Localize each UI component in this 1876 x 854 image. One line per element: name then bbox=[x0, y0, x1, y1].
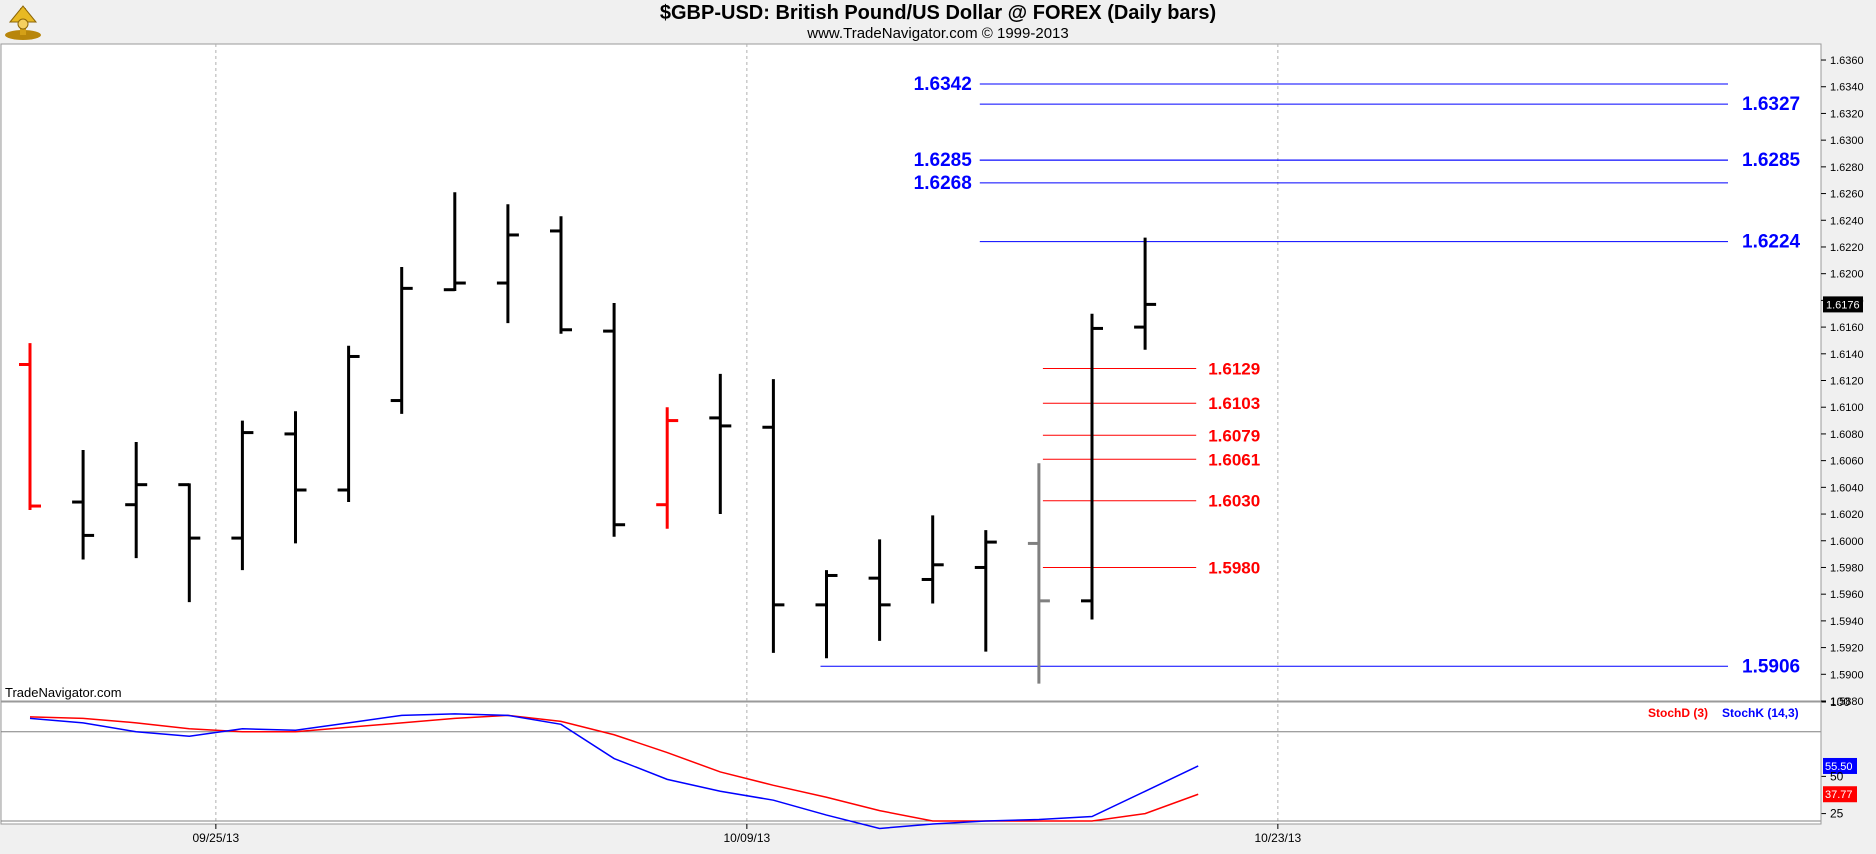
y-axis-tick-label: 1.6060 bbox=[1830, 456, 1864, 468]
ohlc-bar bbox=[921, 515, 944, 604]
price-level-label: 1.6268 bbox=[914, 173, 972, 194]
y-axis-tick-label: 1.5900 bbox=[1830, 669, 1864, 681]
trade-navigator-logo-icon[interactable] bbox=[2, 2, 44, 42]
y-axis-tick-label: 1.6080 bbox=[1830, 429, 1864, 441]
ohlc-bar bbox=[1081, 313, 1103, 620]
stoch-value-box bbox=[1823, 786, 1857, 803]
y-axis-tick-label: 1.6300 bbox=[1830, 135, 1864, 147]
stoch-legend-label: StochD (3) bbox=[1648, 706, 1708, 720]
y-axis-tick-label: 1.6240 bbox=[1830, 215, 1864, 227]
y-axis-tick-label: 1.6220 bbox=[1830, 242, 1864, 254]
y-axis-tick-label: 1.6140 bbox=[1830, 349, 1864, 361]
ohlc-bar bbox=[762, 379, 785, 653]
ohlc-bar bbox=[178, 483, 201, 603]
y-axis-tick-label: 1.6160 bbox=[1830, 322, 1864, 334]
stochk-line bbox=[29, 713, 1199, 830]
price-level-label: 1.6342 bbox=[914, 74, 972, 95]
price-level-label: 1.6285 bbox=[914, 150, 973, 171]
ohlc-bar bbox=[125, 441, 148, 559]
x-axis-date-label: 10/23/13 bbox=[1254, 831, 1301, 845]
ohlc-bar bbox=[974, 530, 997, 652]
ohlc-bar bbox=[603, 303, 626, 537]
stoch-axis-label: 100 bbox=[1830, 695, 1850, 709]
price-level-label: 1.6285 bbox=[1742, 150, 1801, 171]
x-axis-date-label: 09/25/13 bbox=[192, 831, 239, 845]
ohlc-bar bbox=[868, 539, 891, 641]
y-axis-tick-label: 1.6000 bbox=[1830, 536, 1864, 548]
ohlc-bar bbox=[19, 343, 41, 511]
y-axis-tick-label: 1.5920 bbox=[1830, 643, 1864, 655]
stochastic-panel bbox=[0, 701, 1822, 825]
stoch-axis-label: 25 bbox=[1830, 807, 1844, 821]
stoch-axis-label: 50 bbox=[1830, 769, 1844, 783]
ohlc-bar bbox=[443, 192, 466, 292]
price-panel bbox=[0, 43, 1822, 702]
ohlc-bar bbox=[496, 204, 519, 324]
ohlc-bar bbox=[231, 420, 254, 571]
ohlc-bar bbox=[337, 345, 360, 503]
price-level-label: 1.6129 bbox=[1208, 359, 1260, 378]
ohlc-bar bbox=[1134, 237, 1157, 350]
ohlc-bar bbox=[709, 373, 732, 515]
price-level-label: 1.5906 bbox=[1742, 656, 1800, 677]
last-price-box bbox=[1823, 296, 1863, 313]
x-axis-date-label: 10/09/13 bbox=[723, 831, 770, 845]
price-level-label: 1.6030 bbox=[1208, 492, 1260, 511]
ohlc-bar bbox=[284, 411, 307, 544]
last-price-label: 1.6176 bbox=[1826, 299, 1860, 311]
y-axis-tick-label: 1.5940 bbox=[1830, 616, 1864, 628]
y-axis-tick-label: 1.6360 bbox=[1830, 55, 1864, 67]
y-axis-tick-label: 1.6020 bbox=[1830, 509, 1864, 521]
ohlc-bar bbox=[1027, 463, 1050, 684]
stoch-legend-label: StochK (14,3) bbox=[1722, 706, 1799, 720]
ohlc-bar bbox=[656, 407, 679, 529]
y-axis-tick-label: 1.6120 bbox=[1830, 376, 1864, 388]
price-level-label: 1.6103 bbox=[1208, 394, 1260, 413]
stoch-value-label: 37.77 bbox=[1825, 789, 1853, 801]
stoch-value-box bbox=[1823, 757, 1857, 774]
y-axis-tick-label: 1.6340 bbox=[1830, 82, 1864, 94]
price-level-label: 1.6079 bbox=[1208, 426, 1260, 445]
y-axis-tick-label: 1.6280 bbox=[1830, 162, 1864, 174]
y-axis-tick-label: 1.6100 bbox=[1830, 402, 1864, 414]
y-axis-tick-label: 1.5880 bbox=[1830, 696, 1864, 708]
y-axis-tick-label: 1.6320 bbox=[1830, 108, 1864, 120]
y-axis-tick-label: 1.5960 bbox=[1830, 589, 1864, 601]
stoch-value-label: 55.50 bbox=[1825, 761, 1853, 773]
y-axis-tick-label: 1.5980 bbox=[1830, 562, 1864, 574]
price-level-label: 1.6224 bbox=[1742, 232, 1801, 253]
y-axis-tick-label: 1.6040 bbox=[1830, 482, 1864, 494]
price-level-label: 1.6061 bbox=[1208, 450, 1260, 469]
chart-title: $GBP-USD: British Pound/US Dollar @ FORE… bbox=[659, 2, 1217, 24]
y-axis-tick-label: 1.6200 bbox=[1830, 269, 1864, 281]
ohlc-bar bbox=[815, 570, 838, 659]
ohlc-bar bbox=[390, 267, 413, 414]
watermark-text: TradeNavigator.com bbox=[5, 685, 122, 700]
ohlc-bar bbox=[550, 216, 572, 334]
chart-subtitle: www.TradeNavigator.com © 1999-2013 bbox=[807, 25, 1069, 42]
y-axis-tick-label: 1.6260 bbox=[1830, 189, 1864, 201]
price-level-label: 1.6327 bbox=[1742, 94, 1800, 115]
ohlc-bar bbox=[72, 449, 95, 560]
price-level-label: 1.5980 bbox=[1208, 558, 1260, 577]
